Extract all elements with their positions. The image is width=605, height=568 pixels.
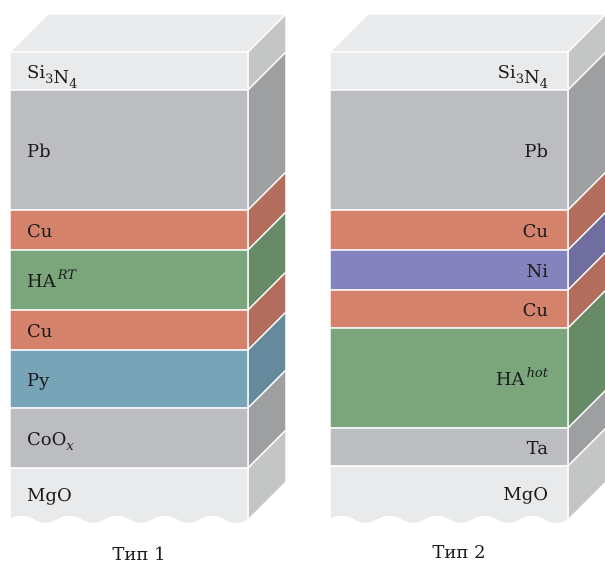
layer-label-cu-a: Cu <box>523 221 548 242</box>
layer-label-si3n4: Si3N4 <box>498 62 548 92</box>
layer-label-coox: CoOx <box>27 429 74 454</box>
layer-label-ta: Ta <box>527 438 549 459</box>
top-face <box>8 13 288 53</box>
layer-label-pb: Pb <box>524 141 548 162</box>
layer-label-ha-hot: HA hot <box>496 366 549 390</box>
layer-label-mgo: MgO <box>503 484 548 505</box>
layer-label-py: Py <box>27 370 50 391</box>
stack-title-type-2: Тип 2 <box>432 542 485 563</box>
layer-label-cu-a: Cu <box>27 221 52 242</box>
layer-label-cu-b: Cu <box>523 300 548 321</box>
top-face <box>328 13 605 53</box>
layer-label-pb: Pb <box>27 141 51 162</box>
stack-title-type-1: Тип 1 <box>112 544 165 565</box>
layer-mgo <box>329 465 569 525</box>
stack-type-1: Si3N4 Pb Cu HA RT Cu Py CoOx MgO <box>8 12 288 525</box>
layer-label-ni: Ni <box>526 261 548 282</box>
layer-label-ha-rt: HA RT <box>27 268 77 292</box>
layer-label-cu-b: Cu <box>27 321 52 342</box>
layer-label-mgo: MgO <box>27 485 72 506</box>
stack-type-2: Si3N4 Pb Cu Ni Cu HA hot Ta MgO <box>328 13 605 525</box>
layer-label-si3n4: Si3N4 <box>27 62 77 92</box>
layer-mgo <box>9 467 249 525</box>
